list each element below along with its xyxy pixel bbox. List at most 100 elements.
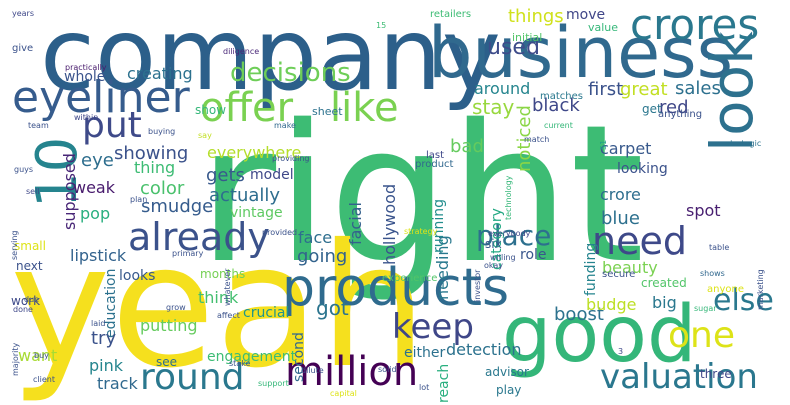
cloud-word: sales: [675, 78, 721, 99]
cloud-word: anything: [658, 109, 703, 120]
cloud-word: funding: [583, 242, 599, 296]
cloud-word: put: [82, 105, 142, 146]
cloud-word: face: [298, 228, 333, 247]
cloud-word: matches: [540, 91, 583, 102]
cloud-word: buy: [34, 351, 49, 360]
cloud-word: practically: [65, 63, 107, 72]
cloud-word: lipstick: [70, 246, 127, 265]
cloud-word: right: [198, 84, 645, 305]
cloud-word: affect: [217, 311, 240, 320]
cloud-word: else: [713, 283, 774, 318]
cloud-word: good: [502, 290, 697, 380]
cloud-word: give: [12, 43, 34, 54]
cloud-word: stake: [229, 359, 251, 368]
cloud-word: beauty: [602, 258, 658, 277]
cloud-word: color: [140, 178, 185, 199]
cloud-word: one: [668, 315, 735, 356]
cloud-word: weak: [73, 178, 115, 197]
cloud-word: experience: [382, 273, 438, 284]
cloud-word: gets: [206, 165, 245, 186]
cloud-word: think: [198, 288, 239, 307]
cloud-word: get: [642, 102, 662, 116]
cloud-word: decisions: [230, 58, 351, 88]
cloud-word: carpet: [600, 139, 652, 158]
cloud-word: reach: [436, 363, 452, 403]
cloud-word: last: [426, 150, 445, 161]
cloud-word: move: [566, 7, 606, 23]
cloud-word: big: [652, 293, 677, 312]
cloud-word: okay: [484, 261, 504, 270]
cloud-word: engagement: [207, 349, 297, 365]
cloud-word: sell: [26, 187, 40, 196]
cloud-word: capital: [330, 389, 357, 398]
cloud-word: got: [316, 296, 349, 320]
cloud-word: strategic: [726, 139, 762, 148]
cloud-word: anyone: [707, 284, 744, 295]
cloud-word: support: [258, 379, 289, 388]
cloud-word: providing: [272, 154, 310, 163]
cloud-word: serving: [10, 230, 19, 260]
cloud-word: months: [200, 267, 246, 281]
cloud-word: needing: [433, 235, 452, 300]
cloud-word: model: [250, 167, 294, 183]
cloud-word: match: [524, 135, 550, 144]
cloud-word: supposed: [60, 153, 79, 230]
cloud-word: see: [156, 355, 178, 369]
cloud-word: keep: [392, 307, 474, 347]
cloud-word: putting: [140, 316, 198, 335]
cloud-word: offer: [200, 85, 294, 131]
cloud-word: sheet: [312, 105, 343, 118]
cloud-word: showing: [114, 143, 189, 164]
cloud-word: guys: [14, 165, 34, 174]
cloud-word: primary: [172, 249, 204, 258]
cloud-word: vintage: [230, 205, 283, 221]
cloud-word: going: [297, 246, 348, 267]
cloud-word: crore: [600, 185, 641, 204]
cloud-word: spot: [686, 201, 721, 220]
cloud-word: smudge: [141, 196, 214, 217]
cloud-word: value: [588, 21, 619, 34]
cloud-word: hollywood: [380, 183, 399, 265]
cloud-word: black: [532, 95, 580, 116]
cloud-word: facial: [346, 202, 365, 245]
cloud-word: role: [520, 247, 547, 263]
cloud-word: round: [140, 357, 245, 398]
cloud-word: buying: [148, 127, 176, 136]
cloud-word: looks: [119, 268, 156, 284]
cloud-word: everywhere: [207, 143, 302, 162]
cloud-word: need: [592, 219, 687, 263]
cloud-word: laid: [91, 319, 106, 328]
cloud-word: solid: [378, 365, 397, 374]
cloud-word: great: [620, 79, 668, 100]
cloud-word: 15: [376, 21, 387, 30]
cloud-word: work: [11, 294, 41, 308]
cloud-word: 3: [618, 347, 624, 356]
cloud-word: crucial: [243, 305, 290, 321]
cloud-word: whole: [64, 69, 106, 85]
cloud-word: current: [544, 121, 573, 130]
cloud-word: boost: [554, 304, 604, 325]
cloud-word: 51: [599, 139, 608, 150]
cloud-word: due: [24, 295, 40, 304]
cloud-word: next: [16, 259, 43, 273]
cloud-word: three: [700, 367, 732, 381]
cloud-word: pop: [80, 204, 111, 223]
cloud-word: either: [404, 345, 446, 361]
cloud-word: dilute: [301, 366, 324, 375]
cloud-word: products: [282, 258, 510, 318]
cloud-word: strategy: [404, 227, 438, 236]
cloud-word: used: [487, 35, 540, 60]
cloud-word: company: [40, 0, 501, 113]
cloud-word: want: [18, 346, 58, 365]
cloud-word: blue: [601, 208, 640, 229]
cloud-word: try: [91, 328, 117, 349]
cloud-word: eye: [81, 150, 114, 171]
cloud-word: willing: [490, 253, 516, 262]
cloud-word: team: [28, 121, 49, 130]
cloud-word: say: [198, 131, 212, 140]
cloud-word: plan: [130, 195, 148, 204]
cloud-word: done: [13, 305, 33, 314]
cloud-word: million: [285, 349, 419, 395]
cloud-word: grow: [166, 303, 186, 312]
